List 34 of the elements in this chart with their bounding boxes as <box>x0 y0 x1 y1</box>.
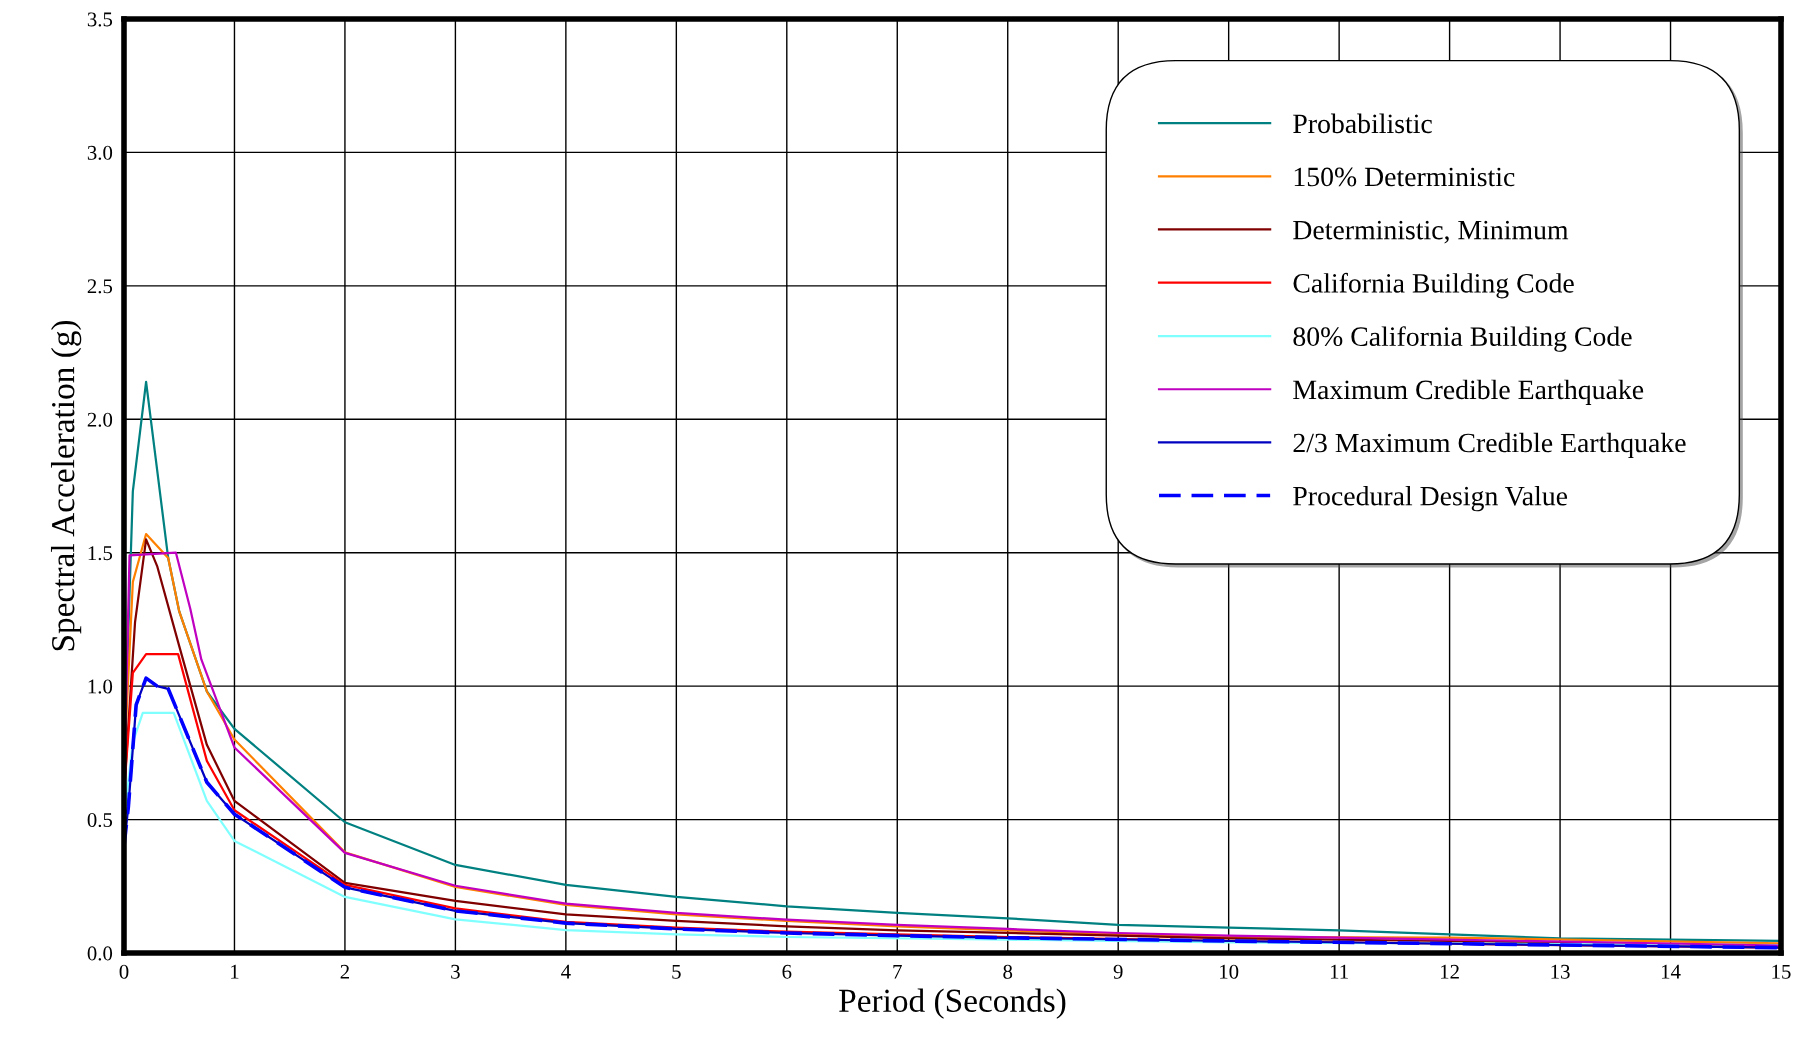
legend-label: Maximum Credible Earthquake <box>1293 379 1644 405</box>
legend-label: Probabilistic <box>1293 113 1432 134</box>
x-tick-label: 1 <box>231 964 239 979</box>
y-tick-label: 3.5 <box>87 12 113 27</box>
legend-label: Procedural Design Value <box>1293 485 1568 512</box>
x-tick-label: 7 <box>893 964 902 979</box>
x-tick-label: 5 <box>672 964 681 979</box>
x-axis-title: Period (Seconds) <box>839 988 1066 1019</box>
y-tick-label: 2.5 <box>87 279 113 294</box>
y-tick-label: 0.0 <box>87 946 113 961</box>
x-tick-label: 2 <box>340 964 349 979</box>
legend-label: 150% Deterministic <box>1294 167 1515 187</box>
x-tick-label: 10 <box>1220 964 1239 979</box>
x-tick-label: 3 <box>451 964 460 979</box>
x-tick-label: 9 <box>1113 964 1123 979</box>
y-tick-label: 0.5 <box>87 812 113 828</box>
x-tick-label: 13 <box>1551 964 1570 979</box>
x-tick-label: 14 <box>1661 964 1681 979</box>
x-tick-label: 11 <box>1330 964 1348 979</box>
legend-label: Deterministic, Minimum <box>1293 220 1569 244</box>
legend-label: 80% California Building Code <box>1293 326 1632 352</box>
x-tick-label: 0 <box>119 964 129 979</box>
x-tick-label: 6 <box>782 964 792 979</box>
x-tick-label: 12 <box>1441 964 1459 979</box>
y-tick-label: 2.0 <box>87 412 113 427</box>
x-tick-label: 8 <box>1003 964 1013 979</box>
y-tick-label: 1.0 <box>88 679 113 694</box>
legend-label: California Building Code <box>1293 272 1574 299</box>
y-tick-label: 1.5 <box>88 546 113 561</box>
legend-label: 2/3 Maximum Credible Earthquake <box>1293 432 1686 459</box>
y-tick-label: 3.0 <box>87 145 113 160</box>
x-tick-label: 15 <box>1772 964 1791 979</box>
y-axis-title: Spectral Acceleration (g) <box>50 320 82 651</box>
x-tick-label: 4 <box>561 964 571 979</box>
